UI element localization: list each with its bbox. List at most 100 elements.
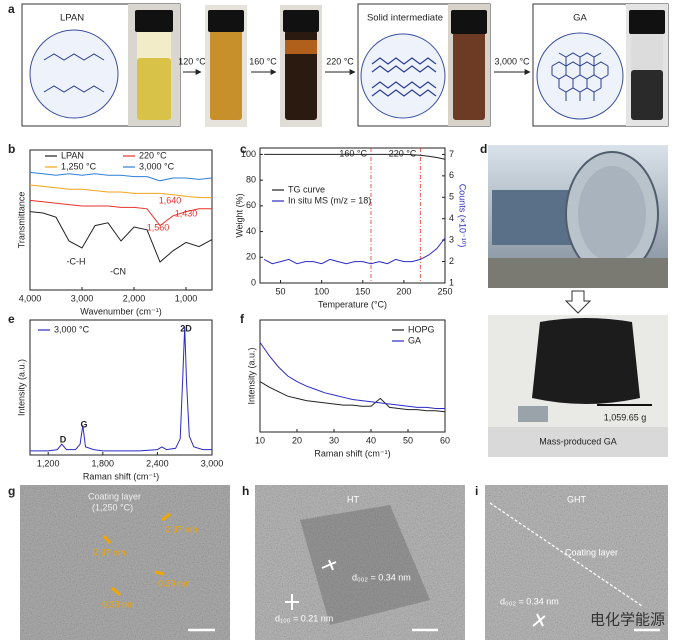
panel-h: h HT d₀₀₂ = 0.34 nm d₁₀₀ = 0.21 nm	[242, 484, 465, 640]
x-tick-label: 50	[276, 286, 286, 296]
tem-tone	[255, 485, 465, 640]
legend-label: GA	[408, 335, 421, 345]
tem-tone	[485, 485, 668, 640]
image-text: d₀₀₂ = 0.34 nm	[500, 596, 559, 606]
x-axis-title: Wavenumber (cm⁻¹)	[80, 306, 161, 316]
boundary	[489, 502, 643, 607]
legend-label: LPAN	[61, 150, 84, 160]
y-axis-title: Transmittance	[16, 192, 26, 249]
panel-letter: c	[240, 142, 247, 156]
panel-a: a LPAN 120 °C 160 °C 220 °C Solid interm…	[8, 2, 669, 127]
panel-letter: h	[242, 484, 249, 498]
y-tick-label: 100	[241, 149, 256, 159]
series-line	[259, 381, 446, 413]
image-text: HT	[347, 494, 359, 504]
annotation: 2D	[180, 323, 192, 333]
cap	[208, 10, 244, 32]
x-tick-label: 20	[292, 435, 302, 445]
spacing-marker	[532, 613, 546, 627]
legend-label: In situ MS (m/z = 18)	[288, 195, 371, 205]
cap	[135, 10, 173, 32]
spacing-label: 0.39 nm	[158, 578, 191, 588]
series-line	[29, 211, 213, 263]
x-tick-label: 200	[396, 286, 411, 296]
y2-tick-label: 4	[449, 213, 454, 223]
step-label: 120 °C	[178, 56, 206, 66]
image-text: d₁₀₀ = 0.21 nm	[275, 613, 333, 623]
tem-tone	[20, 485, 230, 640]
x-tick-label: 1,000	[175, 293, 198, 303]
stage-label: GA	[573, 13, 587, 24]
liquid	[210, 30, 242, 120]
marker-label: 220 °C	[389, 148, 417, 158]
ladder	[371, 81, 437, 89]
y2-tick-label: 7	[449, 149, 454, 159]
series-line	[29, 171, 213, 182]
x-tick-label: 3,000	[201, 458, 224, 468]
panel-letter: g	[8, 484, 15, 498]
x-tick-label: 50	[403, 435, 413, 445]
image-text: (1,250 °C)	[92, 502, 133, 512]
cap	[451, 10, 487, 34]
x-tick-label: 1,200	[37, 458, 60, 468]
x-axis-title: Raman shift (cm⁻¹)	[314, 448, 390, 458]
legend-label: HOPG	[408, 324, 435, 334]
y-axis-title: Weight (%)	[234, 193, 244, 237]
molecule-circle	[536, 32, 624, 120]
stage-label: LPAN	[60, 13, 84, 24]
x-tick-label: 100	[314, 286, 329, 296]
x-tick-label: 150	[355, 286, 370, 296]
y-tick-label: 20	[246, 252, 256, 262]
panel-letter: i	[475, 484, 478, 498]
scale-display	[518, 406, 548, 422]
step-label: 160 °C	[249, 56, 277, 66]
image-text: Coating layer	[88, 491, 141, 501]
spacing-marker	[285, 594, 299, 610]
image-text: d₀₀₂ = 0.34 nm	[352, 572, 411, 582]
step-label: 3,000 °C	[494, 56, 530, 66]
series-line	[263, 237, 446, 265]
y2-tick-label: 6	[449, 170, 454, 180]
floor	[488, 258, 668, 288]
annotation: 1,640	[159, 195, 182, 205]
liquid-top	[285, 40, 317, 54]
series-line	[30, 326, 212, 452]
series-line	[29, 184, 212, 199]
series-line	[259, 342, 445, 409]
powder	[453, 32, 485, 120]
fringe-marker	[161, 512, 171, 522]
cap	[629, 10, 665, 34]
stage-label: Solid intermediate	[367, 13, 443, 24]
legend-label: 3,000 °C	[54, 324, 90, 334]
spacing-marker	[321, 559, 337, 571]
spacing-label: 0.37 nm	[165, 524, 198, 534]
caption: Mass-produced GA	[539, 436, 617, 446]
legend-label: 1,250 °C	[61, 161, 97, 171]
legend-label: 3,000 °C	[139, 161, 175, 171]
y-tick-label: 40	[246, 226, 256, 236]
annotation: D	[60, 434, 67, 444]
panel-letter: b	[8, 142, 15, 156]
plot-frame	[29, 319, 213, 456]
y2-tick-label: 3	[449, 235, 454, 245]
x-tick-label: 4,000	[19, 293, 42, 303]
x-tick-label: 60	[440, 435, 450, 445]
fringe-marker	[111, 586, 121, 597]
molecule-circle	[360, 33, 446, 119]
x-tick-label: 30	[329, 435, 339, 445]
annotation: G	[80, 419, 87, 429]
chain	[43, 85, 105, 93]
y2-tick-label: 1	[449, 277, 454, 287]
x-axis-title: Temperature (°C)	[318, 299, 387, 309]
y2-tick-label: 2	[449, 256, 454, 266]
x-tick-label: 40	[366, 435, 376, 445]
chain	[43, 53, 105, 61]
y2-tick-label: 5	[449, 192, 454, 202]
door-inner	[578, 166, 646, 262]
y-tick-label: 80	[246, 175, 256, 185]
watermark: 电化学能源	[590, 611, 665, 629]
panel-letter: a	[8, 2, 15, 16]
plot-frame	[29, 149, 213, 291]
y-axis-title: Intensity (a.u.)	[246, 347, 256, 404]
